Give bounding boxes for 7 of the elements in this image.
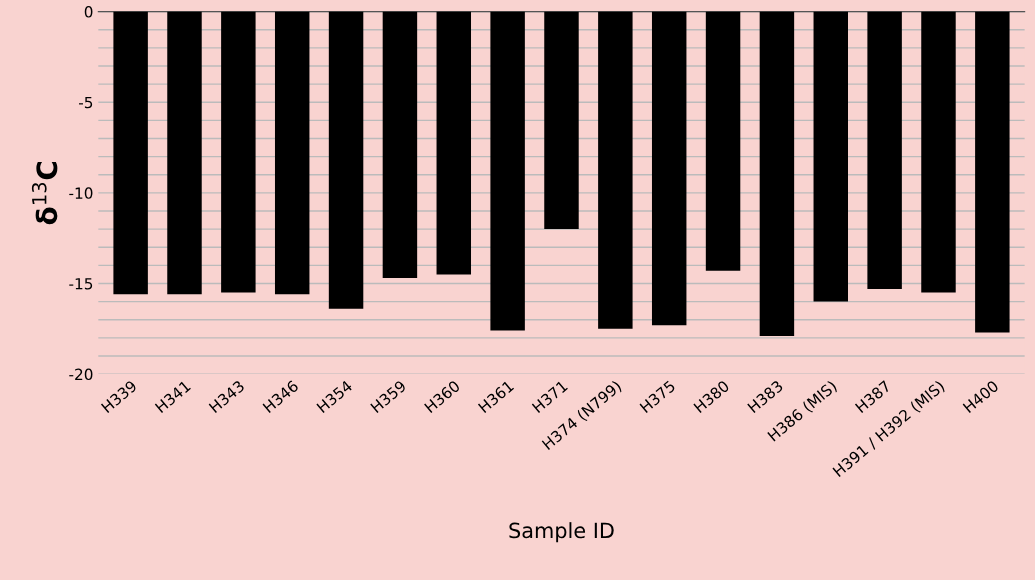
y-tick-label: -10 — [69, 187, 93, 199]
y-tick-label: -20 — [69, 368, 93, 381]
y-axis-title: δ$^{13}$C — [31, 162, 58, 225]
x-axis-title: Sample ID — [509, 522, 614, 543]
y-tick-label: 0 — [84, 6, 93, 18]
y-tick-label: -15 — [69, 278, 93, 290]
y-tick-label: -5 — [78, 96, 93, 109]
